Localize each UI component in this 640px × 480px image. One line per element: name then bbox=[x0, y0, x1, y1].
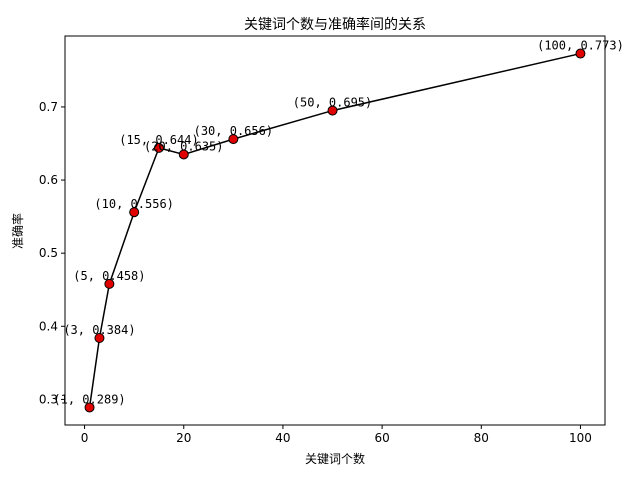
plot-area: (1, 0.289) (3, 0.384) (5, 0.458) (10, 0.556… bbox=[53, 39, 624, 413]
y-axis: 0.3 0.4 0.5 0.6 0.7 bbox=[39, 100, 65, 406]
x-tick-label: 0 bbox=[81, 431, 89, 445]
x-axis-label: 关键词个数 bbox=[305, 451, 365, 466]
x-tick-label: 80 bbox=[474, 431, 489, 445]
data-point bbox=[327, 105, 338, 116]
plot-frame bbox=[64, 35, 606, 426]
data-label: (1, 0.289) bbox=[53, 392, 125, 406]
y-tick-label: 0.6 bbox=[39, 173, 58, 187]
x-tick-label: 100 bbox=[569, 431, 592, 445]
data-point bbox=[575, 48, 586, 59]
y-axis-label: 准确率 bbox=[10, 213, 25, 249]
data-point bbox=[178, 149, 189, 160]
y-tick-label: 0.3 bbox=[39, 392, 58, 406]
y-tick-label: 0.5 bbox=[39, 246, 58, 260]
data-label: (20, 0.635) bbox=[144, 139, 223, 153]
data-label: (15, 0.644) bbox=[119, 133, 198, 147]
y-tick-label: 0.7 bbox=[39, 100, 58, 114]
data-point bbox=[104, 278, 115, 289]
chart-title: 关键词个数与准确率间的关系 bbox=[244, 16, 426, 33]
data-point bbox=[84, 402, 95, 413]
data-label: (5, 0.458) bbox=[73, 269, 145, 283]
x-tick-label: 20 bbox=[176, 431, 191, 445]
data-point bbox=[94, 332, 105, 343]
data-point bbox=[228, 134, 239, 145]
data-point bbox=[153, 142, 164, 153]
data-label: (100, 0.773) bbox=[537, 39, 624, 53]
x-tick-label: 60 bbox=[374, 431, 389, 445]
x-axis: 0 20 40 60 80 100 bbox=[81, 425, 592, 445]
data-label: (10, 0.556) bbox=[94, 197, 173, 211]
data-label: (3, 0.384) bbox=[63, 323, 135, 337]
data-point bbox=[129, 207, 140, 218]
data-label: (50, 0.695) bbox=[293, 96, 372, 110]
data-label: (30, 0.656) bbox=[194, 124, 273, 138]
x-tick-label: 40 bbox=[275, 431, 290, 445]
y-tick-label: 0.4 bbox=[39, 319, 58, 333]
